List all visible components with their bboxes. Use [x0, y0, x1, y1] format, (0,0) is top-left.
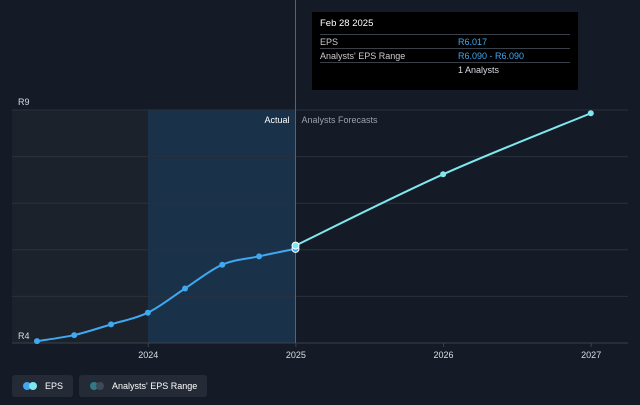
legend-item-eps[interactable]: EPS [12, 375, 74, 397]
tooltip-label: Analysts' EPS Range [320, 50, 406, 61]
tooltip-row-range: Analysts' EPS Range R6.090 - R6.090 [320, 48, 570, 62]
legend: EPS Analysts' EPS Range [12, 375, 208, 397]
tooltip-value: 1 Analysts [458, 64, 500, 75]
tooltip-row-eps: EPS R6.017 [320, 34, 570, 48]
forecast-region-label: Analysts Forecasts [301, 115, 378, 125]
x-axis: 2024 2025 2026 2027 [138, 343, 601, 360]
y-tick-label-top: R9 [18, 97, 30, 107]
legend-item-analysts-range[interactable]: Analysts' EPS Range [79, 375, 208, 397]
tooltip-label: EPS [320, 36, 339, 47]
legend-label: EPS [45, 381, 64, 391]
actual-eps-line [36, 247, 296, 343]
gridlines [12, 109, 628, 344]
tooltip-value: R6.090 - R6.090 [458, 50, 525, 61]
x-tick-label: 2027 [581, 350, 601, 360]
actual-region [147, 110, 296, 343]
forecast-point[interactable] [291, 241, 300, 250]
tooltip-date: Feb 28 2025 [320, 18, 374, 29]
eps-point[interactable] [108, 321, 115, 328]
x-tick-label: 2024 [138, 350, 158, 360]
eps-point[interactable] [34, 338, 40, 345]
tooltip-value: R6.017 [458, 36, 488, 47]
past-region [12, 110, 148, 343]
eps-point[interactable] [71, 332, 78, 339]
range-legend-icon [90, 382, 105, 390]
forecast-point[interactable] [440, 171, 447, 178]
eps-point[interactable] [144, 309, 151, 316]
x-tick-label: 2026 [434, 350, 454, 360]
eps-point[interactable] [256, 253, 263, 260]
legend-label: Analysts' EPS Range [112, 381, 198, 391]
actual-region-label: Actual [264, 115, 289, 125]
x-tick-label: 2025 [286, 350, 306, 360]
forecast-eps-line [295, 112, 592, 247]
forecast-point[interactable] [587, 110, 594, 117]
y-tick-label-bottom: R4 [18, 331, 30, 341]
data-points [34, 110, 594, 345]
tooltip-row-analysts: 1 Analysts [320, 62, 570, 76]
eps-point[interactable] [182, 285, 189, 292]
eps-legend-icon [23, 382, 38, 390]
eps-tooltip: Feb 28 2025 EPS R6.017 Analysts' EPS Ran… [312, 12, 578, 90]
eps-point[interactable] [219, 261, 226, 268]
